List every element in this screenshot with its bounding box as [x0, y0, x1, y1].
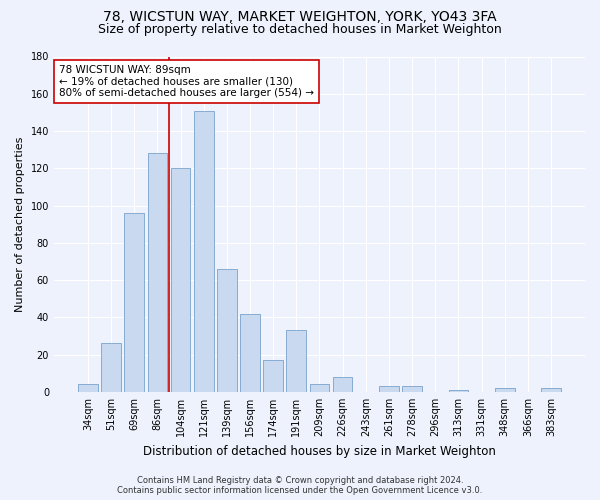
Bar [379, 386, 399, 392]
Bar [194, 110, 214, 392]
Bar [541, 388, 561, 392]
Bar [310, 384, 329, 392]
Bar [449, 390, 468, 392]
Bar [124, 213, 144, 392]
Y-axis label: Number of detached properties: Number of detached properties [15, 136, 25, 312]
Bar [217, 269, 236, 392]
Bar [170, 168, 190, 392]
Bar [402, 386, 422, 392]
Bar [333, 377, 352, 392]
Bar [263, 360, 283, 392]
Bar [148, 154, 167, 392]
Bar [286, 330, 306, 392]
X-axis label: Distribution of detached houses by size in Market Weighton: Distribution of detached houses by size … [143, 444, 496, 458]
Bar [240, 314, 260, 392]
Bar [78, 384, 98, 392]
Bar [495, 388, 515, 392]
Text: 78 WICSTUN WAY: 89sqm
← 19% of detached houses are smaller (130)
80% of semi-det: 78 WICSTUN WAY: 89sqm ← 19% of detached … [59, 65, 314, 98]
Bar [101, 344, 121, 392]
Text: Contains HM Land Registry data © Crown copyright and database right 2024.
Contai: Contains HM Land Registry data © Crown c… [118, 476, 482, 495]
Text: Size of property relative to detached houses in Market Weighton: Size of property relative to detached ho… [98, 22, 502, 36]
Text: 78, WICSTUN WAY, MARKET WEIGHTON, YORK, YO43 3FA: 78, WICSTUN WAY, MARKET WEIGHTON, YORK, … [103, 10, 497, 24]
